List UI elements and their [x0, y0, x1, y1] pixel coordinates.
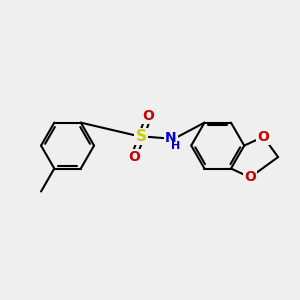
- Text: N: N: [165, 131, 176, 145]
- Text: O: O: [142, 109, 154, 123]
- Text: O: O: [128, 150, 140, 164]
- Text: H: H: [171, 142, 180, 152]
- Text: S: S: [136, 129, 147, 144]
- Text: O: O: [257, 130, 269, 144]
- Text: O: O: [244, 170, 256, 184]
